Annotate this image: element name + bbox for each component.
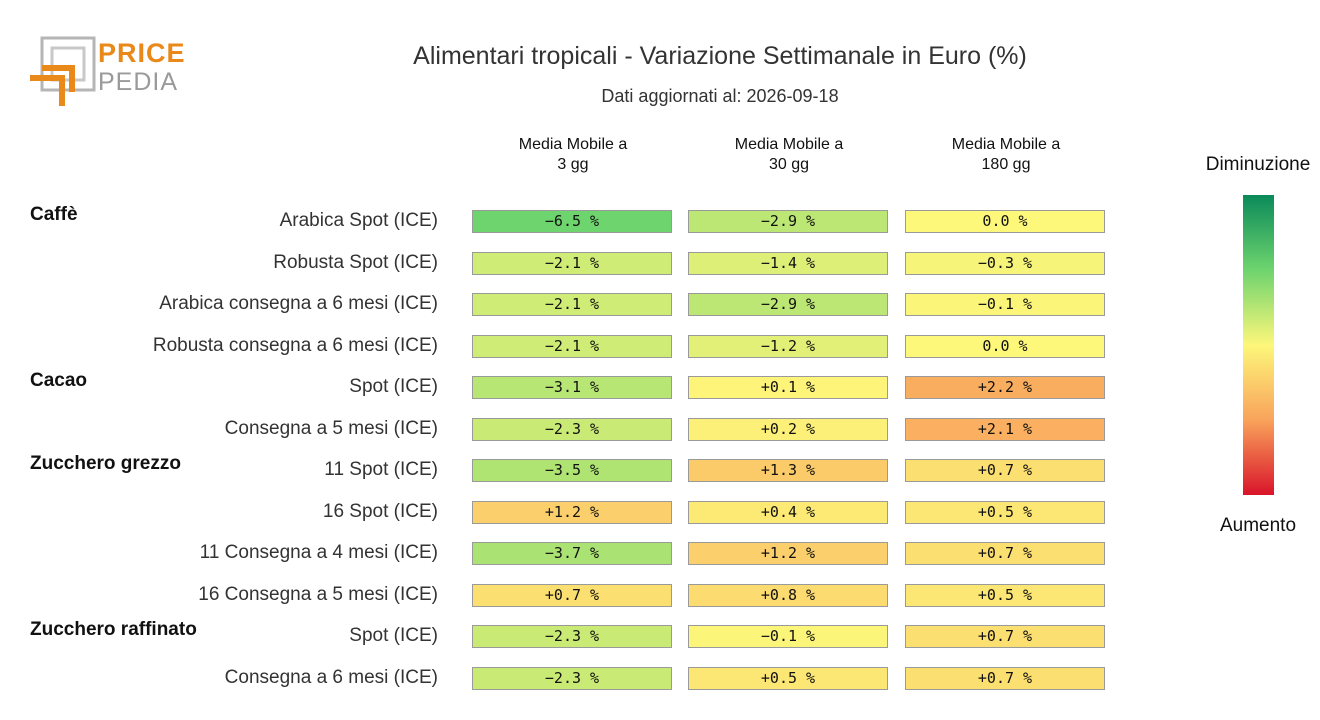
heat-cell: +0.7 % (905, 625, 1105, 648)
heat-cell: +2.2 % (905, 376, 1105, 399)
heat-cell: +2.1 % (905, 417, 1105, 441)
heat-cell: −2.3 % (472, 666, 672, 690)
row-label: Spot (ICE) (349, 625, 438, 646)
row-label: 11 Consegna a 4 mesi (ICE) (199, 542, 438, 563)
row-label: Arabica consegna a 6 mesi (ICE) (159, 293, 438, 314)
row-label: 16 Spot (ICE) (322, 500, 438, 522)
heat-cell: −2.9 % (688, 293, 888, 316)
chart-title: Alimentari tropicali - Variazione Settim… (413, 42, 1027, 70)
heat-cell: −0.1 % (905, 293, 1105, 316)
heat-cell: +0.8 % (688, 583, 888, 607)
heat-cell: +1.3 % (688, 459, 888, 482)
heat-cell: +1.2 % (688, 542, 888, 565)
group-label: Zucchero raffinato (30, 619, 197, 640)
heat-cell: +0.4 % (688, 500, 888, 524)
heat-cell: −1.2 % (688, 334, 888, 358)
heat-cell: +0.1 % (688, 376, 888, 399)
heat-cell: +0.7 % (905, 666, 1105, 690)
heat-cell: −3.1 % (472, 376, 672, 399)
row-label: Robusta consegna a 6 mesi (ICE) (152, 334, 438, 356)
row-label: 16 Consegna a 5 mesi (ICE) (198, 583, 438, 605)
heat-cell: +0.7 % (472, 583, 672, 607)
heat-cell: −3.5 % (472, 459, 672, 482)
group-label: Zucchero grezzo (30, 453, 181, 474)
logo-text-price: PRICE (98, 38, 186, 68)
row-label: Robusta Spot (ICE) (273, 251, 438, 273)
heat-cell: 0.0 % (905, 334, 1105, 358)
row-label: Spot (ICE) (349, 376, 438, 397)
heat-cell: −2.9 % (688, 210, 888, 233)
heat-cell: +0.7 % (905, 542, 1105, 565)
row-label: 11 Spot (ICE) (324, 459, 438, 480)
heat-cell: −6.5 % (472, 210, 672, 233)
heat-cell: +0.7 % (905, 459, 1105, 482)
heat-cell: −2.1 % (472, 293, 672, 316)
group-label: Cacao (30, 370, 88, 391)
chart-subtitle: Dati aggiornati al: 2026-09-18 (601, 86, 839, 106)
heat-cell: +0.5 % (905, 500, 1105, 524)
group-label: Caffè (30, 204, 78, 225)
heat-cell: −2.1 % (472, 251, 672, 275)
heat-cell: −1.4 % (688, 251, 888, 275)
legend-gradient-bar (1243, 195, 1274, 495)
row-label: Consegna a 5 mesi (ICE) (224, 417, 438, 439)
row-label: Consegna a 6 mesi (ICE) (224, 666, 438, 688)
row-label: Arabica Spot (ICE) (279, 210, 438, 231)
column-header-2: Media Mobile a 30 gg (734, 136, 844, 173)
heat-cell: +1.2 % (472, 500, 672, 524)
logo-text-pedia: PEDIA (98, 68, 179, 96)
heat-cell: +0.5 % (905, 583, 1105, 607)
heat-cell: −2.3 % (472, 625, 672, 648)
logo-mark-icon (30, 36, 96, 106)
heat-cell: +0.2 % (688, 417, 888, 441)
heat-cell: 0.0 % (905, 210, 1105, 233)
heat-cell: −0.3 % (905, 251, 1105, 275)
legend-bottom-label: Aumento (1219, 515, 1297, 536)
heat-cell: −0.1 % (688, 625, 888, 648)
heat-cell: −2.1 % (472, 334, 672, 358)
column-header-3: Media Mobile a 180 gg (951, 136, 1061, 173)
heat-cell: −3.7 % (472, 542, 672, 565)
legend-top-label: Diminuzione (1205, 154, 1311, 175)
pricepedia-logo: PRICE PEDIA (28, 36, 198, 108)
heat-cell: +0.5 % (688, 666, 888, 690)
heat-cell: −2.3 % (472, 417, 672, 441)
